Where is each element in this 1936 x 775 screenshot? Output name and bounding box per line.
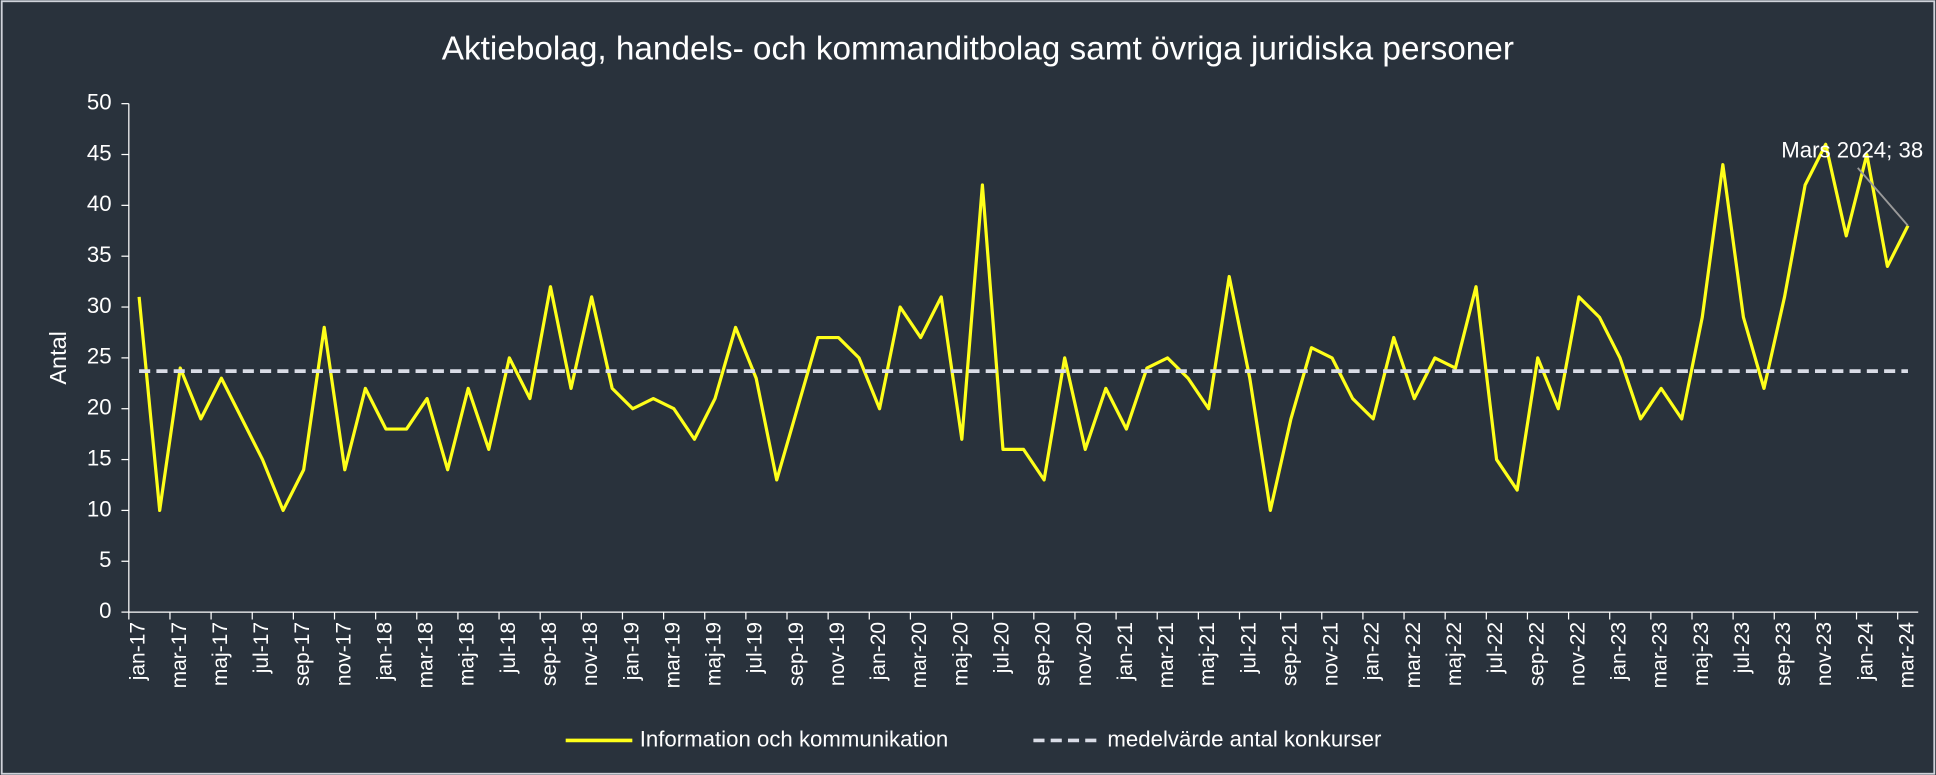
x-tick-label: maj-22 <box>1443 622 1466 686</box>
y-tick-label: 50 <box>87 90 112 115</box>
x-tick-label: mar-23 <box>1649 622 1672 688</box>
x-tick-label: jul-19 <box>744 622 767 674</box>
x-tick-label: maj-17 <box>209 622 232 686</box>
x-tick-label: jul-17 <box>250 622 273 674</box>
chart-title: Aktiebolag, handels- och kommanditbolag … <box>442 30 1514 67</box>
x-tick-label: jan-20 <box>867 622 890 681</box>
x-tick-label: nov-17 <box>332 622 355 686</box>
x-tick-label: jul-22 <box>1484 622 1507 674</box>
x-tick-label: mar-20 <box>908 622 931 688</box>
x-tick-label: mar-18 <box>415 622 438 688</box>
x-tick-label: jul-21 <box>1237 622 1260 674</box>
x-tick-label: nov-18 <box>579 622 602 686</box>
y-tick-label: 0 <box>99 598 111 623</box>
series-line <box>137 142 1910 513</box>
x-tick-label: nov-20 <box>1073 622 1096 686</box>
y-tick-label: 45 <box>87 140 112 165</box>
x-tick-label: maj-21 <box>1196 622 1219 686</box>
x-tick-label: nov-23 <box>1813 622 1836 686</box>
legend-label: Information och kommunikation <box>640 726 949 751</box>
x-tick-label: sep-19 <box>785 622 808 686</box>
x-tick-label: mar-21 <box>1155 622 1178 688</box>
x-tick-label: sep-23 <box>1772 622 1795 686</box>
x-tick-label: jan-22 <box>1361 622 1384 681</box>
y-tick-label: 20 <box>87 395 112 420</box>
x-tick-label: jul-18 <box>497 622 520 674</box>
x-tick-label: mar-22 <box>1402 622 1425 688</box>
x-tick-label: maj-20 <box>949 622 972 686</box>
y-tick-label: 25 <box>87 344 112 369</box>
x-tick-label: mar-19 <box>661 622 684 688</box>
legend-label: medelvärde antal konkurser <box>1107 726 1382 751</box>
x-tick-label: mar-17 <box>168 622 191 688</box>
y-tick-label: 30 <box>87 293 112 318</box>
x-tick-label: nov-22 <box>1566 622 1589 686</box>
x-tick-label: sep-22 <box>1525 622 1548 686</box>
y-tick-label: 5 <box>99 547 111 572</box>
y-tick-label: 40 <box>87 191 112 216</box>
x-tick-label: maj-18 <box>456 622 479 686</box>
x-tick-label: nov-21 <box>1320 622 1343 686</box>
x-tick-label: sep-18 <box>538 622 561 686</box>
x-tick-label: jul-23 <box>1731 622 1754 674</box>
x-tick-label: mar-24 <box>1896 622 1919 689</box>
x-tick-label: jan-23 <box>1608 622 1631 681</box>
y-tick-label: 10 <box>87 496 112 521</box>
x-tick-label: jan-24 <box>1854 622 1877 682</box>
x-tick-label: jul-20 <box>991 622 1014 674</box>
x-tick-label: nov-19 <box>826 622 849 686</box>
x-tick-label: sep-20 <box>1032 622 1055 686</box>
x-tick-label: maj-23 <box>1690 622 1713 686</box>
annotation: Mars 2024; 38 <box>1781 138 1923 163</box>
x-tick-label: sep-17 <box>291 622 314 686</box>
x-tick-label: jan-17 <box>127 622 150 681</box>
x-tick-label: jan-21 <box>1114 622 1137 681</box>
x-tick-label: sep-21 <box>1278 622 1301 686</box>
y-tick-label: 15 <box>87 445 112 470</box>
annotation-leader <box>1857 167 1909 227</box>
x-tick-label: jan-19 <box>620 622 643 681</box>
y-axis-label: Antal <box>45 331 71 384</box>
x-tick-label: maj-19 <box>703 622 726 686</box>
x-tick-label: jan-18 <box>373 622 396 681</box>
y-tick-label: 35 <box>87 242 112 267</box>
